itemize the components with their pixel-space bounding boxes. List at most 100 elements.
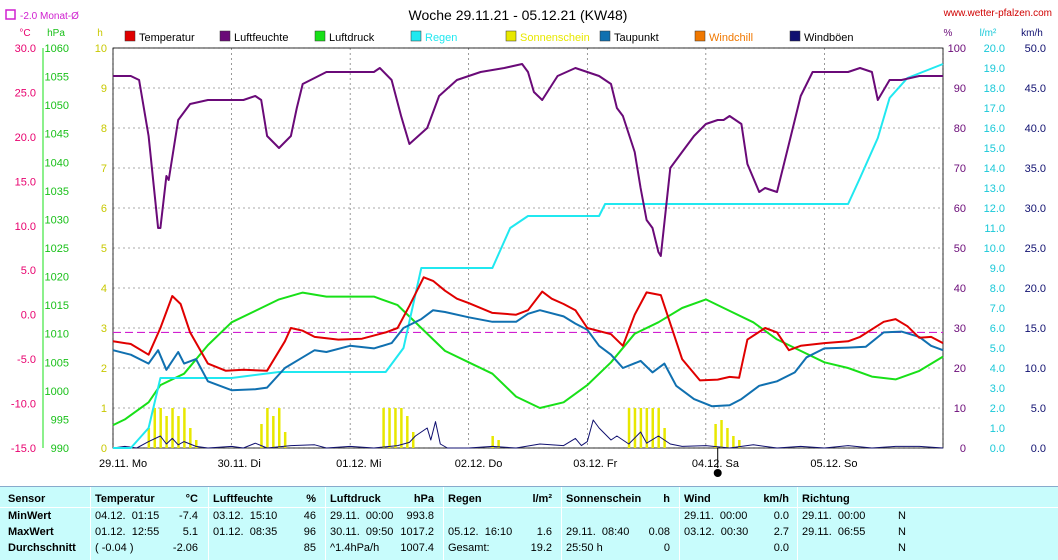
rain-tick-label: 16.0: [984, 123, 1005, 135]
legend-swatch-7: [694, 30, 706, 42]
stats-cell-rain-time: Gesamt:: [448, 542, 490, 554]
stats-cell-press-value: 993.8: [406, 510, 434, 522]
stats-cell-dir-value: N: [898, 510, 906, 522]
stats-column-separator: [797, 487, 798, 560]
sunshine-bar: [153, 408, 156, 448]
stats-header-temp: Temperatur: [95, 493, 155, 505]
monthavg-label: -2.0 Monat-Ø: [20, 11, 79, 22]
stats-row-label: MaxWert: [8, 526, 54, 538]
rain-tick-label: 5.0: [990, 343, 1005, 355]
legend-label: Luftdruck: [329, 32, 375, 44]
rain-tick-label: 13.0: [984, 183, 1005, 195]
stats-cell-wind-time: 29.11. 00:00: [684, 510, 748, 522]
stats-row-label: MinWert: [8, 510, 52, 522]
humidity-tick-label: 60: [954, 203, 966, 215]
pressure-tick-label: 1040: [45, 157, 69, 169]
sunshine-unit-label: h: [97, 28, 103, 39]
sunshine-tick-label: 3: [101, 323, 107, 335]
wind-tick-label: 0.0: [1031, 443, 1046, 455]
website-link[interactable]: www.wetter-pfalzen.com: [943, 8, 1052, 19]
legend-swatch-6: [599, 30, 611, 42]
rain-tick-label: 1.0: [990, 423, 1005, 435]
stats-cell-wind-value: 2.7: [773, 526, 789, 538]
stats-header-sun: Sonnenschein: [566, 493, 642, 505]
stats-column-separator: [208, 487, 209, 560]
stats-cell-press-value: 1017.2: [400, 526, 434, 538]
sunshine-bar: [411, 432, 415, 448]
legend-label: Sonnenschein: [520, 32, 590, 44]
wind-tick-label: 30.0: [1025, 203, 1046, 215]
pressure-unit-label: hPa: [47, 28, 65, 39]
sunshine-tick-label: 8: [101, 123, 107, 135]
temperature-tick-label: 30.0: [15, 43, 36, 55]
temperature-tick-label: 15.0: [15, 176, 36, 188]
stats-cell-rain-value: 19.2: [530, 542, 552, 554]
sunshine-tick-label: 10: [95, 43, 107, 55]
sunshine-bar: [639, 408, 643, 448]
rain-tick-label: 12.0: [984, 203, 1005, 215]
stats-cell-press-value: 1007.4: [400, 542, 434, 554]
stats-cell-dir-time: 29.11. 06:55: [802, 526, 866, 538]
stats-cell-sun-value: 0: [663, 542, 670, 554]
pressure-tick-label: 1055: [45, 72, 69, 84]
sunshine-tick-label: 9: [101, 83, 107, 95]
pressure-tick-label: 1020: [45, 272, 69, 284]
stats-header-unit-sun: h: [663, 493, 670, 505]
legend-label: Taupunkt: [614, 32, 659, 44]
legend-label: Windchill: [709, 32, 753, 44]
sunshine-bar: [159, 408, 162, 448]
day-marker: [713, 469, 722, 477]
x-tick-label: 01.12. Mi: [336, 458, 381, 470]
pressure-tick-label: 1035: [45, 186, 69, 198]
humidity-tick-label: 10: [954, 403, 966, 415]
legend-swatch-1: [124, 30, 136, 42]
sunshine-bar: [382, 408, 385, 448]
pressure-tick-label: 990: [51, 443, 69, 455]
series-line-windböen: [112, 419, 944, 449]
temperature-tick-label: 5.0: [21, 265, 36, 277]
stats-cell-rain-value: 1.6: [536, 526, 552, 538]
series-line-temperatur: [112, 276, 944, 382]
rain-tick-label: 10.0: [984, 243, 1005, 255]
temperature-tick-label: -10.0: [11, 399, 36, 411]
stats-cell-sun-time: 29.11. 08:40: [566, 526, 630, 538]
series-line-luftdruck: [112, 291, 944, 427]
wind-tick-label: 50.0: [1025, 43, 1046, 55]
rain-tick-label: 8.0: [990, 283, 1005, 295]
rain-tick-label: 4.0: [990, 363, 1005, 375]
x-tick-label: 29.11. Mo: [99, 458, 147, 470]
temperature-tick-label: 20.0: [15, 132, 36, 144]
legend-swatch-3: [314, 30, 326, 42]
humidity-tick-label: 80: [954, 123, 966, 135]
legend-swatch-5: [505, 30, 517, 42]
stats-cell-temp-time: ( -0.04 ): [95, 542, 134, 554]
sunshine-bar: [283, 432, 287, 448]
stats-cell-wind-time: 03.12. 00:30: [684, 526, 749, 538]
humidity-tick-label: 0: [960, 443, 966, 455]
temperature-tick-label: 25.0: [15, 87, 36, 99]
legend-label: Windböen: [804, 32, 854, 44]
pressure-tick-label: 1015: [45, 300, 69, 312]
stats-header-rain: Regen: [448, 493, 482, 505]
stats-header-unit-rain: l/m²: [532, 493, 552, 505]
sunshine-bar: [627, 408, 631, 448]
stats-cell-press-time: 30.11. 09:50: [330, 526, 394, 538]
temperature-tick-label: 10.0: [15, 221, 36, 233]
rain-tick-label: 11.0: [984, 223, 1005, 235]
rain-tick-label: 7.0: [990, 303, 1005, 315]
sunshine-bar: [272, 416, 275, 448]
rain-tick-label: 19.0: [984, 63, 1005, 75]
temperature-tick-label: -15.0: [11, 443, 36, 455]
stats-cell-dir-value: N: [898, 542, 906, 554]
stats-header-hum: Luftfeuchte: [213, 493, 273, 505]
stats-cell-press-time: 29.11. 00:00: [330, 510, 394, 522]
wind-unit-label: km/h: [1021, 28, 1043, 39]
sunshine-bar: [491, 436, 494, 448]
temperature-unit-label: °C: [19, 28, 30, 39]
rain-tick-label: 17.0: [984, 103, 1005, 115]
sunshine-bar: [738, 440, 741, 448]
wind-tick-label: 35.0: [1025, 163, 1046, 175]
sunshine-bar: [497, 440, 500, 448]
stats-column-separator: [561, 487, 562, 560]
sunshine-bar: [266, 408, 269, 448]
